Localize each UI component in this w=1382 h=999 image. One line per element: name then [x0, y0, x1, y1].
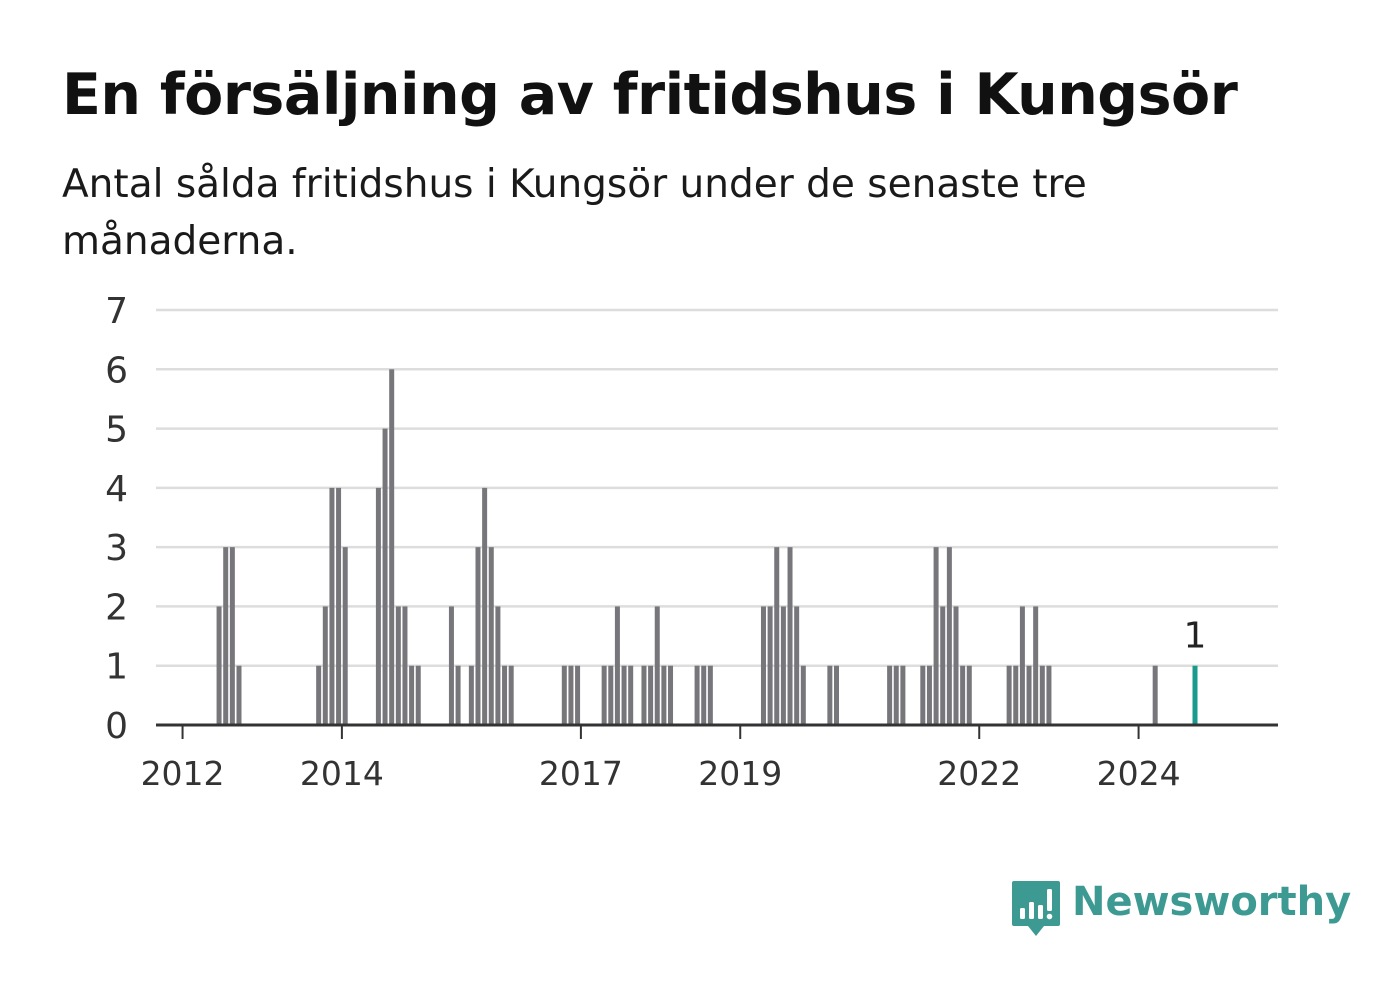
bar — [409, 665, 415, 725]
bar — [966, 665, 972, 725]
bar — [654, 606, 660, 725]
bar — [488, 547, 494, 725]
chart-subtitle: Antal sålda fritidshus i Kungsör under d… — [62, 162, 1087, 264]
bar — [236, 665, 242, 725]
bar — [701, 665, 707, 725]
bar — [223, 547, 229, 725]
bar — [1006, 665, 1012, 725]
bar — [375, 487, 381, 725]
y-tick-label: 1 — [105, 647, 128, 688]
bar — [316, 665, 322, 725]
bar — [887, 665, 893, 725]
bar — [1026, 665, 1032, 725]
bar — [707, 665, 713, 725]
y-tick-label: 0 — [105, 706, 128, 747]
y-tick-label: 7 — [105, 291, 128, 332]
x-tick-label: 2024 — [1097, 754, 1181, 793]
bar — [561, 665, 567, 725]
bar — [455, 665, 461, 725]
bar — [827, 665, 833, 725]
bar — [893, 665, 899, 725]
bar — [336, 487, 342, 725]
brand-logo: Newsworthy — [1010, 878, 1351, 940]
bar — [329, 487, 335, 725]
bar — [495, 606, 501, 725]
bar — [900, 665, 906, 725]
bar — [694, 665, 700, 725]
bar — [661, 665, 667, 725]
bar — [787, 547, 793, 725]
bar — [482, 487, 488, 725]
y-tick-label: 5 — [105, 410, 128, 451]
data-labels: 1 — [1184, 616, 1207, 657]
bar — [621, 665, 627, 725]
x-tick-label: 2022 — [937, 754, 1021, 793]
bar — [1033, 606, 1039, 725]
bar — [794, 606, 800, 725]
newsworthy-logo-icon — [1012, 881, 1060, 936]
bar — [608, 665, 614, 725]
y-axis-ticks: 0 1 2 3 4 5 6 7 — [105, 291, 128, 747]
x-tick-label: 2014 — [300, 754, 384, 793]
bar — [575, 665, 581, 725]
bar — [402, 606, 408, 725]
bar — [448, 606, 454, 725]
x-tick-label: 2012 — [141, 754, 225, 793]
bar — [926, 665, 932, 725]
bar — [780, 606, 786, 725]
bar — [468, 665, 474, 725]
bar — [933, 547, 939, 725]
x-tick-label: 2019 — [698, 754, 782, 793]
data-label-latest: 1 — [1184, 616, 1207, 657]
y-tick-label: 3 — [105, 528, 128, 569]
bar — [415, 665, 421, 725]
x-tick-label: 2017 — [539, 754, 623, 793]
y-tick-label: 6 — [105, 350, 128, 391]
bar — [395, 606, 401, 725]
bar — [322, 606, 328, 725]
bar — [960, 665, 966, 725]
y-tick-label: 4 — [105, 469, 128, 510]
bar — [834, 665, 839, 725]
bar — [1152, 665, 1158, 725]
bar — [568, 665, 574, 725]
bar-highlight — [1192, 665, 1198, 725]
bar — [760, 606, 766, 725]
bar — [1039, 665, 1045, 725]
bar — [382, 428, 388, 725]
bar — [1013, 665, 1019, 725]
bar — [1019, 606, 1025, 725]
bar — [389, 369, 395, 725]
bar — [767, 606, 773, 725]
bars — [216, 369, 1198, 725]
bar — [614, 606, 620, 725]
bar — [946, 547, 952, 725]
bar — [216, 606, 222, 725]
bar — [953, 606, 959, 725]
bar — [628, 665, 634, 725]
bar — [668, 665, 674, 725]
bar — [774, 547, 780, 725]
bar — [229, 547, 235, 725]
bar — [648, 665, 654, 725]
bar — [342, 547, 348, 725]
y-tick-label: 2 — [105, 587, 128, 628]
bar — [641, 665, 647, 725]
bar — [502, 665, 508, 725]
bar — [508, 665, 514, 725]
x-axis-ticks: 2012 2014 2017 2019 2022 2024 — [141, 725, 1181, 793]
bar — [475, 547, 481, 725]
bar — [800, 665, 806, 725]
bar — [1046, 665, 1052, 725]
chart-title: En försäljning av fritidshus i Kungsör — [62, 62, 1238, 128]
brand-name: Newsworthy — [1072, 879, 1352, 925]
bar — [601, 665, 607, 725]
bar — [940, 606, 946, 725]
bar — [920, 665, 926, 725]
